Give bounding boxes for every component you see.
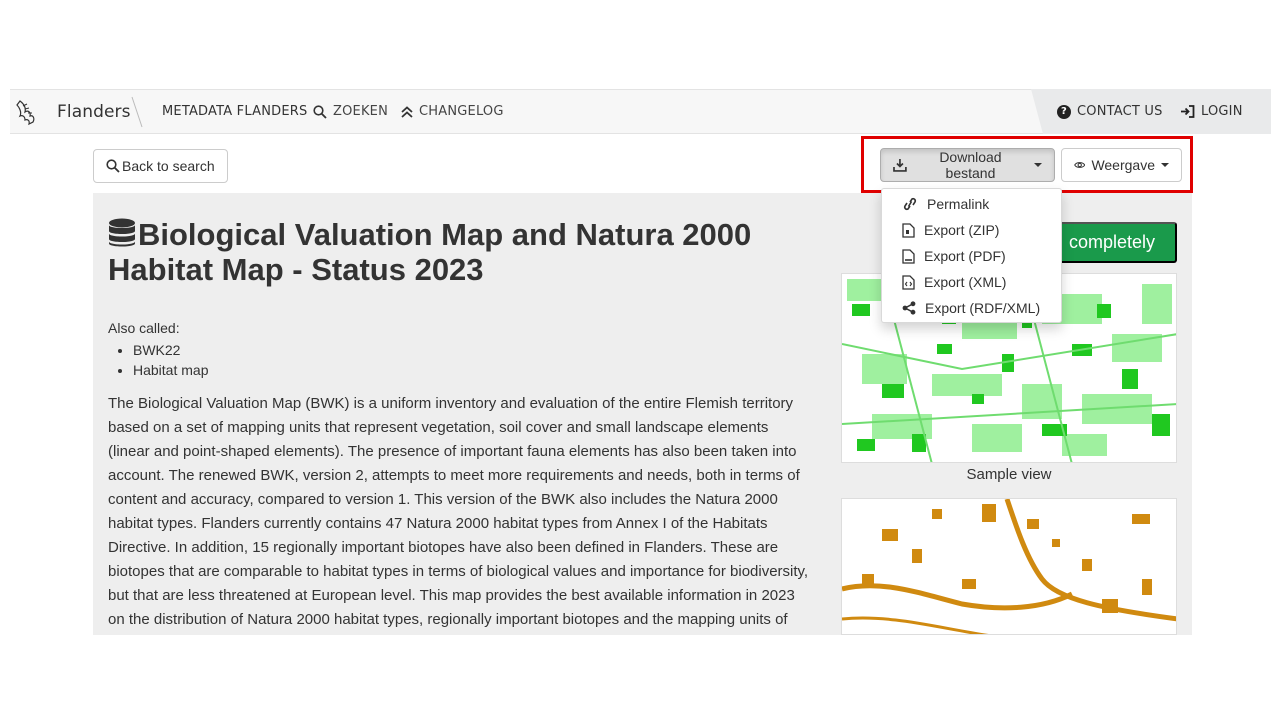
database-icon <box>109 218 135 247</box>
download-bestand-label: Download bestand <box>939 149 1002 181</box>
page-bottom-whitespace <box>0 635 1280 720</box>
back-to-search-label: Back to search <box>122 158 215 174</box>
sign-in-icon <box>1181 105 1195 118</box>
download-dropdown-menu: Permalink Export (ZIP) Export (PDF) Expo… <box>881 188 1062 323</box>
eye-icon <box>1074 162 1086 168</box>
file-pdf-icon <box>902 248 915 264</box>
orange-map-thumbnail[interactable] <box>841 498 1177 635</box>
caret-down-icon <box>1034 163 1042 167</box>
link-icon <box>903 197 917 211</box>
alias-item: BWK22 <box>133 340 208 360</box>
record-title-text: Biological Valuation Map and Natura 2000… <box>108 217 752 287</box>
menu-item-label: Permalink <box>927 196 990 212</box>
nav-login-label: LOGIN <box>1201 104 1243 119</box>
brand-flanders[interactable]: Flanders <box>57 102 131 122</box>
nav-zoeken[interactable]: ZOEKEN <box>313 104 388 119</box>
brand-divider <box>131 96 143 128</box>
alias-list: BWK22 Habitat map <box>133 340 208 380</box>
weergave-label: Weergave <box>1091 157 1155 173</box>
nav-changelog-label: CHANGELOG <box>419 104 504 119</box>
file-code-icon <box>902 274 915 290</box>
nav-zoeken-label: ZOEKEN <box>333 104 389 119</box>
record-description: The Biological Valuation Map (BWK) is a … <box>108 395 809 628</box>
menu-item-export-zip[interactable]: Export (ZIP) <box>882 217 1061 243</box>
menu-item-label: Export (XML) <box>924 274 1007 290</box>
download-icon <box>893 159 907 172</box>
menu-item-export-xml[interactable]: Export (XML) <box>882 269 1061 295</box>
back-to-search-button[interactable]: Back to search <box>93 149 228 183</box>
download-bestand-button[interactable]: Download bestand <box>880 148 1055 182</box>
menu-item-label: Export (RDF/XML) <box>925 300 1041 316</box>
nav-right-area <box>1031 89 1271 134</box>
menu-item-label: Export (PDF) <box>924 248 1006 264</box>
nav-login[interactable]: LOGIN <box>1180 104 1243 119</box>
nav-changelog[interactable]: CHANGELOG <box>401 104 504 119</box>
caret-down-icon <box>1161 163 1169 167</box>
nav-metadata-flanders[interactable]: METADATA FLANDERS <box>162 104 307 119</box>
record-title: Biological Valuation Map and Natura 2000… <box>108 217 788 287</box>
help-circle-icon: ? <box>1057 104 1071 119</box>
share-nodes-icon <box>902 301 916 315</box>
top-navbar: Flanders METADATA FLANDERS ZOEKEN CHANGE… <box>10 89 1271 134</box>
menu-item-permalink[interactable]: Permalink <box>882 191 1061 217</box>
menu-item-export-pdf[interactable]: Export (PDF) <box>882 243 1061 269</box>
file-zip-icon <box>902 222 915 238</box>
orange-habitat-map-image <box>842 499 1176 634</box>
flanders-lion-logo-icon[interactable] <box>16 98 38 126</box>
alias-item: Habitat map <box>133 360 208 380</box>
search-icon <box>106 159 120 173</box>
sample-view-caption: Sample view <box>966 466 1052 483</box>
nav-contact-us[interactable]: ? CONTACT US <box>1057 104 1163 119</box>
also-called-block: Also called: BWK22 Habitat map <box>108 320 208 380</box>
search-icon <box>313 104 327 119</box>
menu-item-export-rdf-xml[interactable]: Export (RDF/XML) <box>882 295 1061 321</box>
double-chevron-up-icon <box>401 105 413 118</box>
weergave-button[interactable]: Weergave <box>1061 148 1182 182</box>
also-called-label: Also called: <box>108 320 180 336</box>
highlight-annotation-box <box>861 136 1193 193</box>
menu-item-label: Export (ZIP) <box>924 222 1000 238</box>
nav-metadata-label: METADATA FLANDERS <box>162 104 308 119</box>
nav-contact-label: CONTACT US <box>1077 104 1163 119</box>
show-completely-label: completely <box>1068 232 1155 252</box>
